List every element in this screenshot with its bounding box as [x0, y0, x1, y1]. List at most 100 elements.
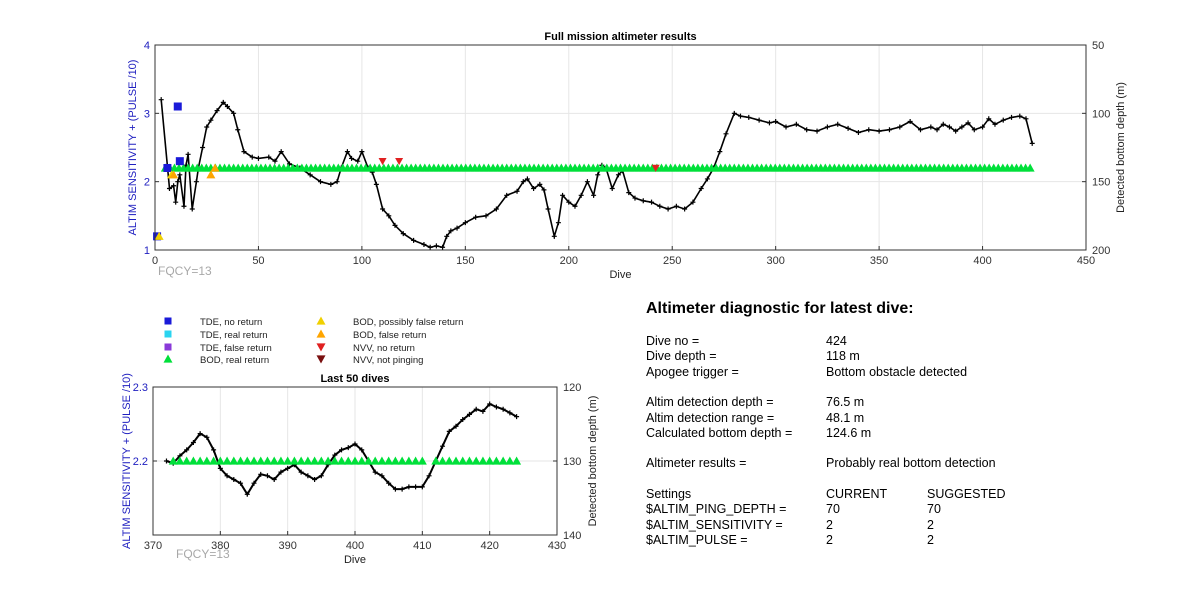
diagnostic-cell: Settings — [646, 487, 692, 501]
main-depth-point — [448, 228, 454, 234]
main-title: Full mission altimeter results — [544, 31, 696, 43]
main-depth-point — [214, 108, 220, 114]
last50-bod-real-return-marker — [343, 456, 353, 465]
main-bod-real-marker — [1025, 163, 1035, 172]
main-depth-point — [328, 181, 334, 187]
main-depth-point — [344, 149, 350, 155]
last50-xtick-label: 380 — [211, 540, 229, 552]
diagnostic-cell: Altim detection range = — [646, 410, 775, 425]
last50-bod-real-return-marker — [296, 456, 306, 465]
diagnostic-cell: $ALTIM_PING_DEPTH = — [646, 502, 787, 517]
last50-bod-real-return-marker — [215, 456, 225, 465]
last50-bod-real-return-marker — [357, 456, 367, 465]
last50-depth-point — [514, 414, 520, 420]
last50-bod-real-return-marker — [249, 456, 259, 465]
main-depth-point — [632, 195, 638, 201]
diagnostic-cell: Calculated bottom depth = — [646, 425, 793, 440]
main-depth-point — [541, 187, 547, 193]
main-plot-area — [155, 45, 1086, 250]
last50-depth-point — [399, 486, 405, 492]
main-depth-point — [531, 186, 537, 191]
main-tde-no-return-marker — [175, 157, 184, 166]
legend-label: BOD, real return — [200, 355, 269, 366]
main-depth-point — [804, 127, 810, 133]
last50-depth-point — [163, 458, 169, 464]
main-depth-point — [866, 127, 872, 133]
last50-bod-real-return-marker — [337, 456, 347, 465]
main-depth-point — [555, 220, 561, 226]
main-depth-point — [640, 198, 646, 204]
main-depth-point — [473, 214, 479, 220]
main-nvv-no-return-marker — [395, 157, 404, 166]
main-depth-point — [723, 131, 729, 137]
main-depth-point — [514, 188, 520, 194]
main-depth-point — [731, 110, 737, 116]
last50-bod-real-return-marker — [323, 456, 333, 465]
last50-xlabel: Dive — [344, 554, 366, 566]
last50-depth-point — [426, 473, 432, 479]
last50-bod-real-return-marker — [242, 456, 252, 465]
last50-depth-point — [507, 410, 513, 416]
last50-bod-real-return-marker — [262, 456, 272, 465]
main-depth-point — [235, 127, 241, 133]
diagnostic-cell: 2 — [826, 517, 833, 532]
main-depth-point — [992, 121, 998, 127]
main-depth-point — [231, 110, 237, 116]
main-depth-point — [1023, 116, 1029, 122]
main-depth-point — [578, 192, 584, 198]
main-depth-point — [166, 186, 172, 191]
last50-depth-point — [278, 469, 284, 475]
main-depth-point — [986, 116, 992, 122]
last50-bod-real-return-marker — [222, 456, 232, 465]
main-depth-point — [483, 213, 489, 219]
last50-xtick-label: 390 — [278, 540, 296, 552]
main-depth-point — [690, 199, 696, 205]
main-bod-false-return-marker — [206, 170, 216, 179]
main-depth-point — [462, 220, 468, 226]
last50-bod-real-return-marker — [438, 456, 448, 465]
main-depth-point — [876, 128, 882, 134]
diagnostic-cell: 118 m — [826, 349, 860, 364]
legend-marker — [163, 354, 173, 363]
main-bod-false-return-marker — [210, 163, 220, 172]
last50-y2tick-label: 140 — [563, 530, 581, 542]
last50-annotation: FQCY=13 — [176, 547, 230, 561]
main-depth-point — [657, 203, 663, 209]
diagnostic-cell: 2 — [927, 517, 934, 532]
main-depth-point — [946, 124, 952, 130]
main-depth-point — [359, 149, 365, 155]
last50-bod-real-return-marker — [505, 456, 515, 465]
main-depth-point — [189, 206, 195, 212]
last50-depth-point — [493, 404, 499, 410]
main-depth-point — [673, 203, 679, 209]
main-depth-point — [411, 237, 417, 243]
main-depth-point — [626, 190, 632, 196]
main-depth-point — [444, 233, 450, 239]
last50-depth-point — [204, 434, 210, 440]
legend-label: NVV, not pinging — [353, 355, 423, 366]
main-depth-point — [551, 233, 557, 239]
main-depth-point — [171, 183, 177, 189]
last50-depth-point — [406, 484, 412, 490]
legend-marker — [164, 343, 172, 351]
diagnostic-cell: $ALTIM_PULSE = — [646, 532, 748, 547]
last50-bod-real-return-marker — [478, 456, 488, 465]
last50-xtick-label: 370 — [144, 540, 162, 552]
last50-bod-real-return-marker — [377, 456, 387, 465]
main-xtick-label: 150 — [456, 255, 474, 267]
diagnostic-cell: 70 — [927, 502, 941, 517]
main-depth-point — [220, 99, 226, 105]
main-depth-point — [504, 192, 510, 198]
main-depth-point — [349, 155, 355, 161]
main-xtick-label: 250 — [663, 255, 681, 267]
last50-bod-real-return-marker — [269, 456, 279, 465]
main-depth-point — [493, 206, 499, 212]
last50-depth-point — [184, 447, 190, 453]
last50-bod-real-return-marker — [464, 456, 474, 465]
main-depth-point — [307, 172, 313, 178]
last50-bod-real-return-marker — [350, 456, 360, 465]
main-depth-point — [793, 121, 799, 127]
last50-depth-point — [251, 480, 257, 486]
last50-depth-point — [318, 473, 324, 479]
last50-ytick-label: 2.3 — [133, 382, 148, 394]
